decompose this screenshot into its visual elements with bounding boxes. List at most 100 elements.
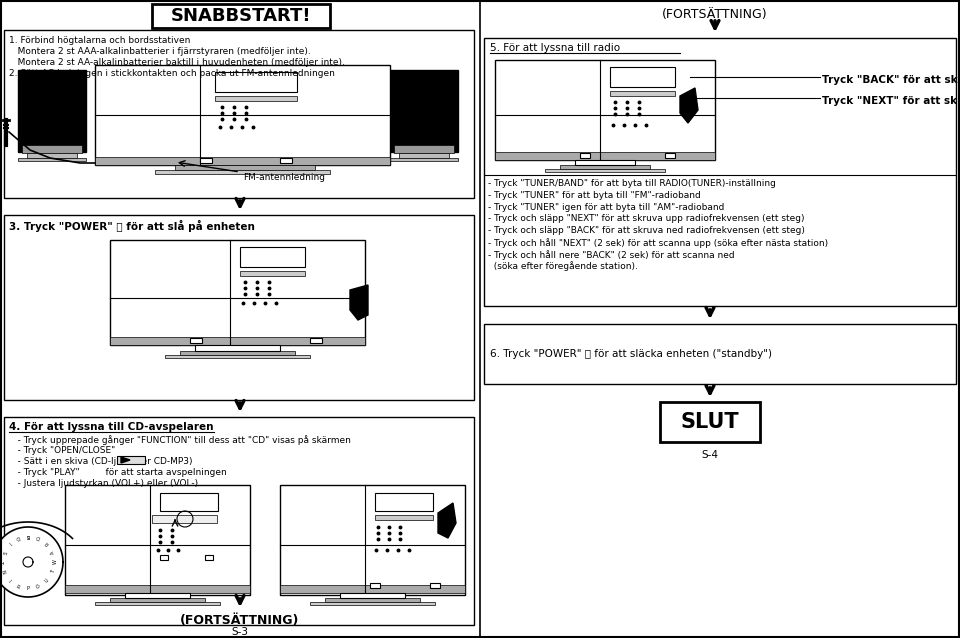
Bar (200, 158, 212, 163)
Bar (370, 583, 380, 588)
Bar (117, 456, 145, 464)
Text: N: N (0, 570, 6, 575)
Bar (180, 351, 295, 355)
Bar (610, 91, 675, 96)
Text: - Tryck "OPEN/CLOSE": - Tryck "OPEN/CLOSE" (9, 446, 115, 455)
Text: SLUT: SLUT (681, 412, 739, 432)
Text: - Tryck och släpp "BACK" för att skruva ned radiofrekvensen (ett steg): - Tryck och släpp "BACK" för att skruva … (488, 226, 804, 235)
Bar (152, 515, 217, 523)
Bar (152, 4, 330, 28)
Bar (4, 417, 474, 625)
Bar (665, 153, 675, 158)
Bar (484, 324, 956, 384)
Text: P: P (27, 586, 30, 591)
Text: - Tryck "TUNER/BAND" för att byta till RADIO(TUNER)-inställning: - Tryck "TUNER/BAND" för att byta till R… (488, 179, 776, 188)
Bar (340, 593, 405, 598)
Bar (484, 38, 956, 306)
Text: Tryck "NEXT" för att skruva UPP: Tryck "NEXT" för att skruva UPP (822, 96, 960, 106)
Text: S-3: S-3 (231, 627, 249, 637)
Bar (22, 145, 82, 153)
Bar (95, 157, 390, 165)
Bar (280, 485, 465, 595)
Text: U: U (44, 578, 50, 584)
Bar (660, 402, 760, 442)
Text: - Tryck och håll nere "BACK" (2 sek) för att scanna ned: - Tryck och håll nere "BACK" (2 sek) för… (488, 250, 734, 260)
Text: 2. Sätt AC-ledningen i stickkontakten och packa ut FM-antennledningen: 2. Sätt AC-ledningen i stickkontakten oc… (9, 69, 335, 78)
Bar (65, 585, 250, 593)
Bar (160, 493, 218, 511)
Text: E: E (27, 533, 30, 537)
Text: (söka efter föregående station).: (söka efter föregående station). (488, 262, 637, 272)
Bar (280, 585, 465, 593)
Bar (27, 153, 77, 158)
Text: - Sätt i en skiva (CD-ljud eller CD-MP3): - Sätt i en skiva (CD-ljud eller CD-MP3) (9, 457, 193, 466)
Bar (155, 170, 330, 174)
Polygon shape (438, 503, 456, 538)
Text: T: T (50, 570, 56, 575)
Text: 5. För att lyssna till radio: 5. För att lyssna till radio (490, 43, 620, 53)
Text: 3. Tryck "POWER" ⏻ för att slå på enheten: 3. Tryck "POWER" ⏻ för att slå på enhete… (9, 220, 254, 232)
Text: - Tryck upprepade gånger "FUNCTION" till dess att "CD" visas på skärmen: - Tryck upprepade gånger "FUNCTION" till… (9, 435, 350, 445)
Bar (160, 555, 168, 560)
Bar (310, 602, 435, 605)
Text: 1. Förbind högtalarna och bordsstativen: 1. Förbind högtalarna och bordsstativen (9, 36, 190, 45)
Bar (399, 153, 449, 158)
Text: 4. För att lyssna till CD-avspelaren: 4. För att lyssna till CD-avspelaren (9, 422, 213, 432)
Bar (580, 153, 590, 158)
Bar (190, 338, 202, 343)
Text: I: I (7, 540, 12, 545)
Text: A: A (50, 549, 56, 554)
Bar (325, 598, 420, 602)
Bar (495, 60, 715, 160)
Text: Montera 2 st AAA-alkalinbatterier i fjärrstyraren (medföljer inte).: Montera 2 st AAA-alkalinbatterier i fjär… (9, 47, 311, 56)
Text: S: S (27, 533, 30, 537)
Bar (394, 145, 454, 153)
Text: - Tryck och håll "NEXT" (2 sek) för att scanna upp (söka efter nästa station): - Tryck och håll "NEXT" (2 sek) för att … (488, 238, 828, 248)
Bar (125, 593, 190, 598)
Bar (110, 240, 365, 345)
Bar (65, 485, 250, 595)
Text: W: W (53, 560, 58, 565)
Text: (FORTSÄTTNING): (FORTSÄTTNING) (662, 8, 768, 21)
Text: (FORTSÄTTNING): (FORTSÄTTNING) (180, 614, 300, 627)
Text: R: R (44, 540, 50, 546)
Text: S: S (0, 549, 6, 554)
Bar (205, 555, 213, 560)
Text: I: I (7, 579, 12, 583)
Text: S-4: S-4 (702, 450, 718, 460)
Bar (495, 152, 715, 160)
Bar (215, 96, 297, 101)
Polygon shape (121, 457, 130, 463)
Bar (560, 165, 650, 169)
Bar (195, 345, 280, 351)
Bar (240, 271, 305, 276)
Bar (390, 70, 458, 152)
Text: FM-antennledning: FM-antennledning (243, 173, 325, 182)
Text: T: T (0, 561, 4, 563)
Text: - Justera ljudstyrkan (VOL+) eller (VOL-): - Justera ljudstyrkan (VOL+) eller (VOL-… (9, 479, 198, 488)
Polygon shape (350, 285, 368, 320)
Text: - Tryck "PLAY"         för att starta avspelningen: - Tryck "PLAY" för att starta avspelning… (9, 468, 227, 477)
Polygon shape (0, 527, 63, 597)
Text: - Tryck "TUNER" för att byta till "FM"-radioband: - Tryck "TUNER" för att byta till "FM"-r… (488, 191, 701, 200)
Text: - Tryck och släpp "NEXT" för att skruva upp radiofrekvensen (ett steg): - Tryck och släpp "NEXT" för att skruva … (488, 214, 804, 223)
Text: D: D (36, 534, 41, 540)
Bar (280, 158, 292, 163)
Bar (18, 158, 86, 161)
Bar (390, 158, 458, 161)
Bar (215, 72, 297, 92)
Bar (575, 160, 635, 165)
Bar (375, 493, 433, 511)
Text: Tryck "BACK" för att skruva NED: Tryck "BACK" för att skruva NED (822, 75, 960, 85)
Bar (95, 65, 390, 165)
Bar (240, 247, 305, 267)
Bar (430, 583, 440, 588)
Text: SNABBSTART!: SNABBSTART! (171, 7, 311, 25)
Bar (310, 338, 322, 343)
Bar (4, 30, 474, 198)
Bar (545, 169, 665, 172)
Bar (110, 337, 365, 345)
Bar (110, 598, 205, 602)
Bar (4, 215, 474, 400)
Polygon shape (23, 557, 33, 567)
